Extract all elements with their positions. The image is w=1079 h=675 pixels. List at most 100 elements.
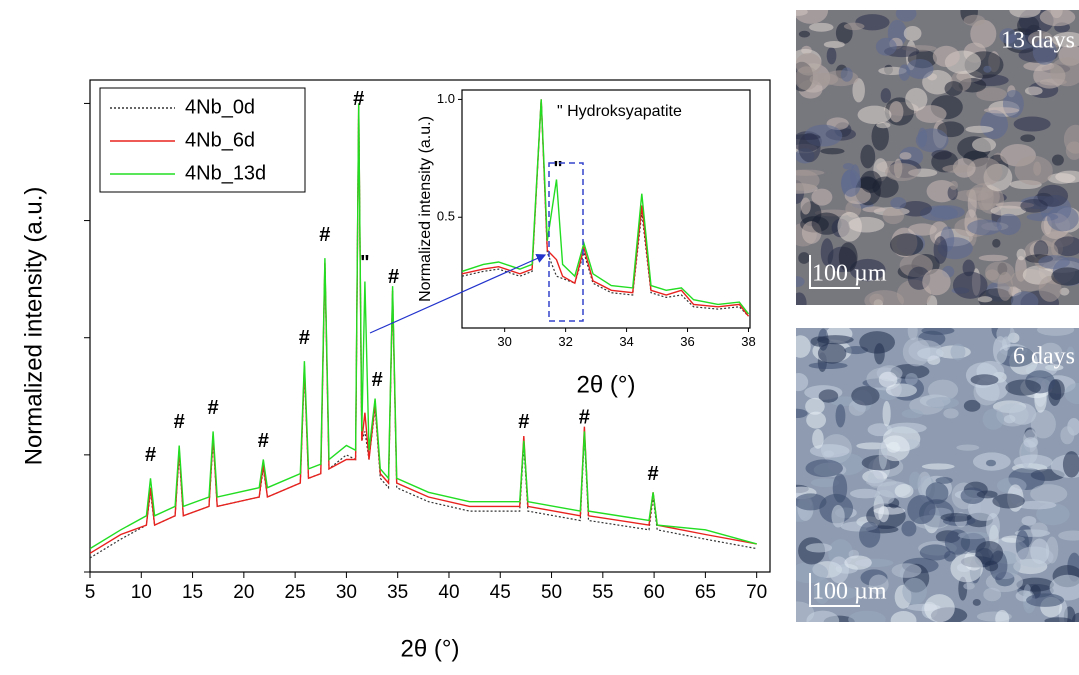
micrograph-label: 6 days — [1013, 344, 1075, 370]
grain — [1060, 426, 1075, 445]
grain — [831, 504, 845, 528]
grain — [1032, 38, 1057, 65]
grain — [1052, 32, 1079, 48]
grain — [907, 494, 936, 525]
grain — [1044, 617, 1073, 622]
grain — [966, 157, 1003, 186]
grain — [978, 254, 1009, 262]
scale-label: 100 µm — [812, 261, 887, 287]
grain — [868, 574, 889, 595]
grain — [901, 520, 917, 537]
grain — [980, 109, 1009, 140]
grain — [950, 553, 984, 583]
grain — [1058, 530, 1079, 541]
grain — [996, 328, 1015, 345]
x-tick-label: 35 — [387, 582, 408, 603]
grain — [970, 374, 999, 386]
grain — [882, 400, 891, 427]
grain — [1013, 454, 1053, 470]
grain — [1030, 409, 1056, 439]
grain — [840, 67, 853, 82]
grain — [927, 379, 959, 401]
grain — [835, 404, 846, 428]
peak-marker: # — [648, 463, 659, 485]
peak-marker: # — [372, 369, 383, 391]
grain — [859, 331, 895, 354]
grain — [796, 408, 808, 419]
grain — [796, 169, 825, 176]
grain — [963, 582, 975, 590]
grain — [967, 219, 1002, 236]
grain — [796, 10, 829, 24]
grain — [1026, 593, 1065, 607]
grain — [1038, 342, 1063, 363]
grain — [866, 478, 897, 487]
grain — [890, 197, 907, 210]
grain — [796, 276, 805, 288]
grain — [952, 271, 988, 299]
grain — [992, 238, 1001, 248]
grain — [905, 87, 928, 111]
grain — [925, 482, 949, 505]
grain — [806, 610, 840, 622]
grain — [1023, 437, 1039, 448]
grain — [871, 122, 889, 151]
grain — [878, 505, 889, 523]
grain — [837, 211, 862, 242]
grain — [1059, 287, 1070, 296]
grain — [1014, 155, 1053, 186]
grain — [932, 45, 960, 68]
grain — [1050, 57, 1079, 87]
grain — [840, 169, 862, 197]
grain — [944, 81, 963, 96]
x-tick-label: 10 — [131, 582, 152, 603]
x-tick-label: 25 — [285, 582, 306, 603]
grain — [805, 543, 833, 553]
x-axis-label: 2θ (°) — [401, 635, 460, 662]
grain — [995, 610, 1010, 622]
peak-marker: # — [258, 430, 269, 452]
grain — [1064, 382, 1079, 405]
series-line — [462, 99, 749, 317]
grain — [985, 459, 997, 467]
grain — [986, 512, 1000, 540]
grain — [975, 540, 1004, 566]
grain — [997, 271, 1014, 301]
grain — [983, 587, 1002, 602]
grain — [838, 242, 858, 273]
grain — [818, 389, 839, 403]
grain — [965, 125, 994, 133]
grain — [921, 463, 955, 470]
grain — [882, 207, 905, 225]
grain — [798, 132, 821, 163]
x-tick-label: 32 — [558, 334, 572, 349]
grain — [811, 188, 833, 206]
grain — [813, 576, 831, 605]
grain — [886, 422, 927, 434]
grain — [909, 471, 922, 490]
x-tick-label: 20 — [233, 582, 254, 603]
y-axis-label: Normalized intensity (a.u.) — [417, 116, 434, 302]
grain — [796, 372, 809, 392]
grain — [1005, 379, 1042, 396]
grain — [848, 610, 886, 622]
grain — [1020, 199, 1048, 213]
grain — [817, 342, 847, 364]
peak-marker: # — [174, 411, 185, 433]
grain — [849, 488, 881, 499]
peak-marker: " — [553, 158, 562, 180]
grain — [812, 428, 824, 449]
peak-marker: # — [299, 327, 310, 349]
grain — [875, 37, 897, 56]
grain — [1030, 538, 1050, 564]
grain — [902, 577, 927, 605]
grain — [906, 58, 934, 79]
x-tick-label: 60 — [644, 582, 665, 603]
grain — [1009, 10, 1041, 18]
peak-marker: # — [145, 444, 156, 466]
peak-marker: # — [579, 407, 590, 429]
zoom-arrow — [369, 254, 547, 334]
grain — [1013, 116, 1051, 132]
legend-label: 4Nb_6d — [185, 129, 255, 151]
grain — [943, 408, 959, 419]
